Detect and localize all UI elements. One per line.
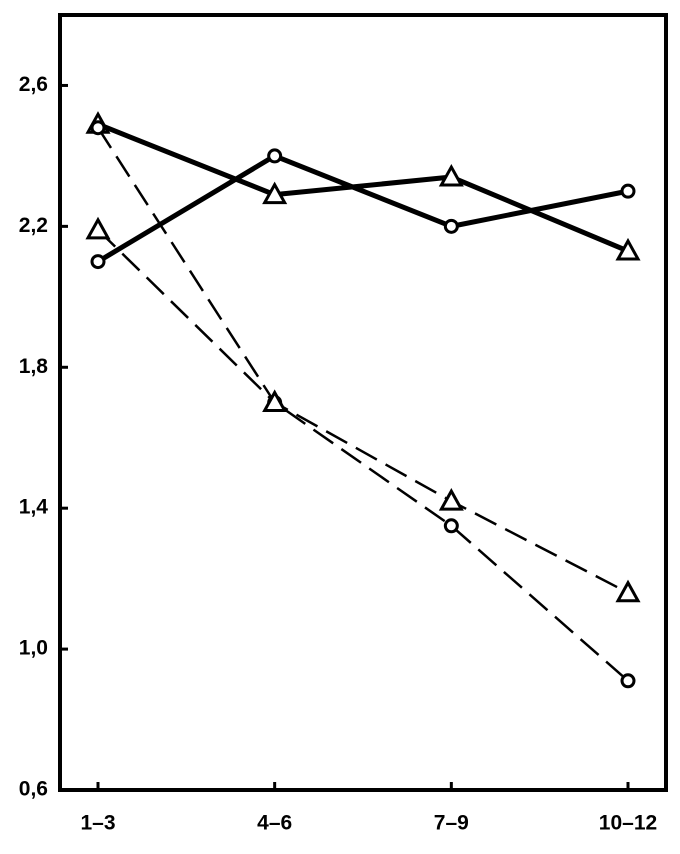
circle-marker <box>267 148 283 164</box>
circle-marker <box>90 120 106 136</box>
circle-marker <box>90 254 106 270</box>
series-line <box>97 121 629 254</box>
triangle-marker <box>85 216 111 240</box>
x-tick-label: 4–6 <box>257 812 292 835</box>
plot-frame <box>58 13 668 792</box>
circle-marker <box>443 218 459 234</box>
y-tick-label: 1,0 <box>19 637 48 660</box>
triangle-marker <box>438 163 464 187</box>
triangle-marker <box>615 237 641 261</box>
circle-marker <box>620 183 636 199</box>
x-tick-label: 1–3 <box>80 812 115 835</box>
y-tick-label: 2,2 <box>19 214 48 237</box>
x-tick-label: 7–9 <box>434 812 469 835</box>
series-line <box>96 153 629 264</box>
x-tick-label: 10–12 <box>599 812 657 835</box>
circle-marker <box>443 518 459 534</box>
y-tick-label: 1,4 <box>19 496 49 519</box>
y-tick-label: 2,6 <box>19 73 48 96</box>
triangle-marker <box>615 579 641 603</box>
series-line <box>96 127 629 682</box>
circle-marker <box>620 673 636 689</box>
triangle-marker <box>262 389 288 412</box>
triangle-marker <box>262 181 288 205</box>
series-line <box>97 228 629 594</box>
triangle-marker <box>438 488 464 511</box>
y-tick-label: 1,8 <box>19 355 49 378</box>
y-tick-label: 0,6 <box>19 778 48 801</box>
